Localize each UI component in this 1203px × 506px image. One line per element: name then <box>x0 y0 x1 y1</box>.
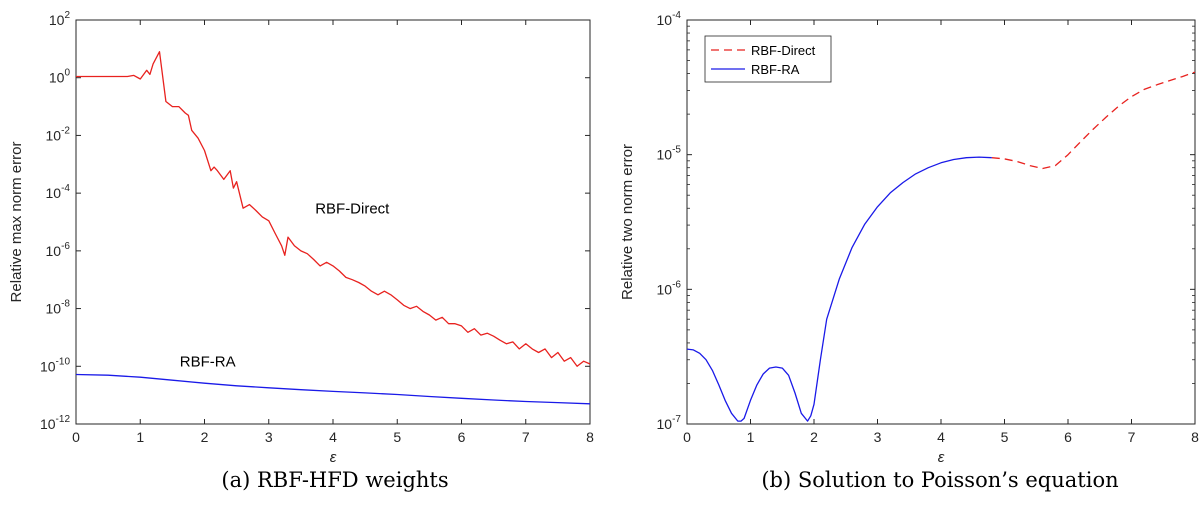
y-tick-label: 10-10 <box>40 356 70 374</box>
x-tick-label: 3 <box>265 429 273 445</box>
x-axis-label: ε <box>938 449 945 466</box>
series-line-rbf-ra <box>76 373 590 405</box>
x-tick-label: 8 <box>586 429 594 445</box>
annotation-rbf-direct: RBF-Direct <box>315 200 390 217</box>
x-tick-label: 8 <box>1191 429 1199 445</box>
y-tick-label: 100 <box>49 68 71 86</box>
chart-a: 0 1 2 3 4 5 6 7 8 10-12 10-10 10-8 10-6 10-4 10-2 100 10… <box>8 10 594 466</box>
x-tick-label: 1 <box>747 429 755 445</box>
plot-area-frame-a <box>75 19 591 425</box>
y-tick-label: 102 <box>49 10 71 28</box>
x-tick-label: 3 <box>874 429 882 445</box>
y-tick-label: 10-4 <box>46 183 71 201</box>
series-line-rbf-direct <box>991 71 1195 170</box>
x-tick-label: 6 <box>458 429 466 445</box>
x-tick-label: 2 <box>810 429 818 445</box>
x-tick-label: 6 <box>1064 429 1072 445</box>
x-tick-label: 4 <box>329 429 337 445</box>
legend: RBF-Direct RBF-RA <box>704 35 832 83</box>
y-tick-label: 10-2 <box>46 125 71 143</box>
legend-label: RBF-Direct <box>751 43 816 58</box>
x-tick-label: 0 <box>72 429 80 445</box>
x-tick-label: 0 <box>683 429 691 445</box>
y-tick-label: 10-12 <box>40 414 70 432</box>
x-tick-label: 4 <box>937 429 945 445</box>
legend-label: RBF-RA <box>751 62 800 77</box>
y-axis-label: Relative max norm error <box>8 142 25 303</box>
series-line-rbf-direct <box>76 51 590 367</box>
x-tick-label: 7 <box>1128 429 1136 445</box>
x-tick-label: 2 <box>201 429 209 445</box>
y-tick-label: 10-4 <box>657 10 682 28</box>
y-tick-label: 10-7 <box>657 414 682 432</box>
y-tick-label: 10-6 <box>657 279 682 297</box>
caption-a: (a) RBF-HFD weights <box>221 468 449 492</box>
y-axis-label: Relative two norm error <box>619 144 636 300</box>
caption-b: (b) Solution to Poisson’s equation <box>761 468 1119 492</box>
legend-box <box>704 35 832 83</box>
x-tick-label: 5 <box>393 429 401 445</box>
y-tick-label: 10-8 <box>46 299 71 317</box>
chart-b: 0 1 2 3 4 5 6 7 8 10-7 10-6 10-5 10-4 ε Relative two n… <box>619 10 1199 466</box>
series-line-rbf-ra <box>687 156 992 422</box>
x-tick-label: 1 <box>136 429 144 445</box>
x-tick-label: 7 <box>522 429 530 445</box>
y-tick-label: 10-5 <box>657 145 682 163</box>
y-tick-label: 10-6 <box>46 241 71 259</box>
x-tick-label: 5 <box>1001 429 1009 445</box>
x-axis-label: ε <box>330 449 337 466</box>
annotation-rbf-ra: RBF-RA <box>180 353 236 370</box>
